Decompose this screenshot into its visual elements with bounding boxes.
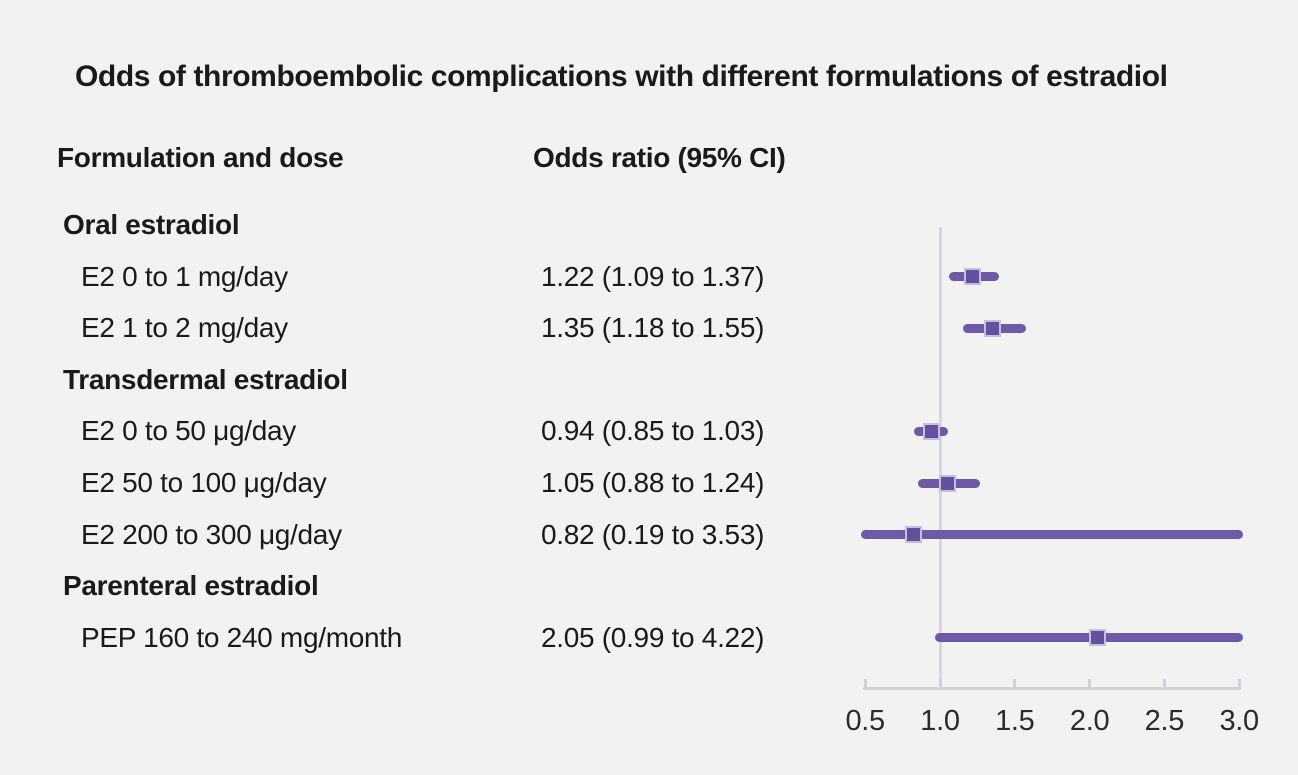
- row-label: Transdermal estradiol: [63, 363, 348, 395]
- row-or-value: 0.82 (0.19 to 3.53): [541, 518, 765, 550]
- column-header-odds-ratio: Odds ratio (95% CI): [533, 142, 786, 173]
- row-label: E2 1 to 2 mg/day: [81, 312, 288, 344]
- point-estimate-square: [938, 474, 956, 492]
- row-label: E2 50 to 100 μg/day: [81, 467, 327, 498]
- row-label: E2 200 to 300 μg/day: [81, 518, 342, 550]
- x-axis-line: [863, 687, 1242, 690]
- x-tick: [1088, 679, 1092, 687]
- row-or-value: 1.22 (1.09 to 1.37): [541, 260, 765, 292]
- point-estimate-square: [983, 319, 1001, 337]
- row-label: PEP 160 to 240 mg/month: [81, 621, 403, 653]
- point-estimate-square: [1088, 629, 1106, 647]
- x-tick: [1237, 679, 1241, 687]
- point-estimate-square: [964, 268, 982, 286]
- reference-line: [938, 227, 942, 690]
- x-tick: [1162, 679, 1166, 687]
- x-tick-label: 2.0: [1069, 705, 1110, 737]
- x-tick-label: 2.5: [1144, 705, 1185, 737]
- x-tick: [938, 679, 942, 687]
- x-tick-label: 1.0: [920, 705, 960, 737]
- x-tick: [1013, 679, 1017, 687]
- x-tick-label: 1.5: [995, 705, 1035, 737]
- chart-title: Odds of thromboembolic complications wit…: [75, 60, 1168, 93]
- row-or-value: 1.05 (0.88 to 1.24): [541, 467, 765, 498]
- x-tick-label: 3.0: [1219, 705, 1259, 737]
- row-label: E2 0 to 1 mg/day: [81, 260, 288, 292]
- row-or-value: 2.05 (0.99 to 4.22): [541, 621, 765, 653]
- column-header-formulation: Formulation and dose: [57, 142, 344, 173]
- row-or-value: 1.35 (1.18 to 1.55): [541, 312, 765, 344]
- x-tick: [863, 679, 867, 687]
- x-tick-label: 0.5: [845, 705, 885, 737]
- point-estimate-square: [904, 526, 922, 544]
- point-estimate-square: [922, 422, 940, 440]
- row-or-value: 0.94 (0.85 to 1.03): [541, 415, 765, 447]
- row-label: E2 0 to 50 μg/day: [81, 415, 296, 447]
- row-label: Oral estradiol: [63, 209, 240, 240]
- ci-line: [861, 530, 1244, 540]
- row-label: Parenteral estradiol: [63, 570, 319, 602]
